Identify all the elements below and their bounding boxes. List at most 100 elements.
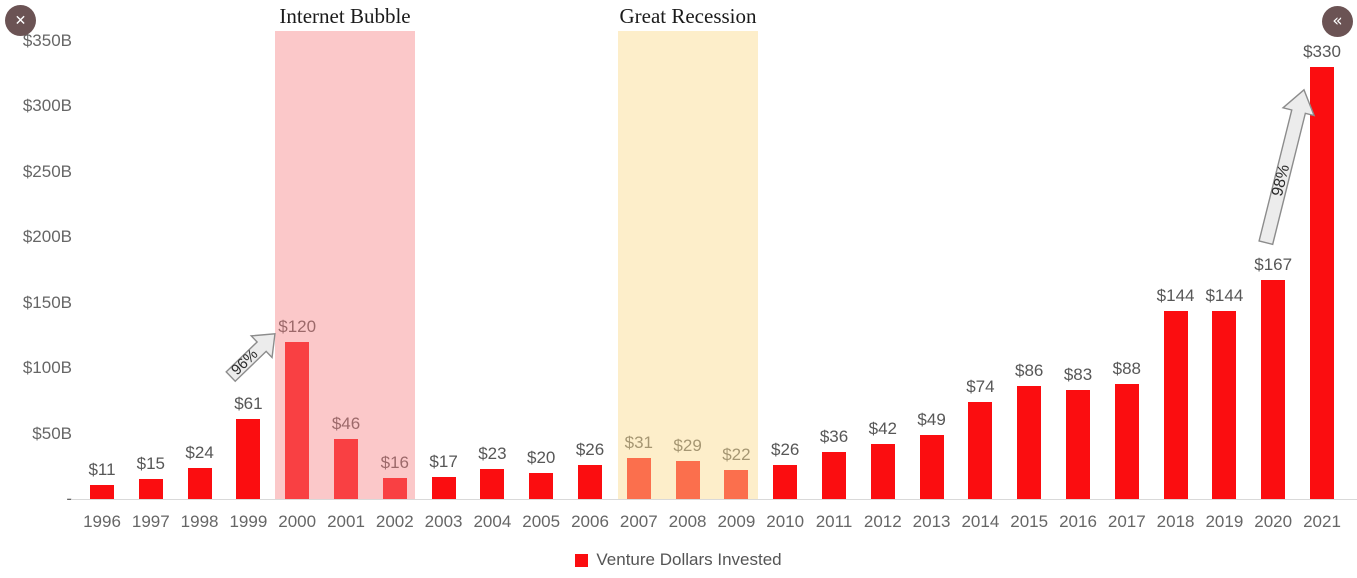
bar-value-label-2021: $330: [1303, 42, 1341, 61]
x-axis-label-2012: 2012: [863, 512, 902, 531]
x-axis-label-2000: 2000: [278, 512, 317, 531]
x-axis-label-2010: 2010: [766, 512, 805, 531]
bar-1999[interactable]: [236, 419, 261, 499]
great-recession-band: [618, 31, 758, 499]
bar-2021[interactable]: [1310, 67, 1334, 499]
growth-96-label: 96%: [228, 346, 261, 379]
x-axis-label-2007: 2007: [619, 512, 658, 531]
bar-value-label-2017: $88: [1112, 359, 1141, 378]
x-axis-label-2019: 2019: [1205, 512, 1244, 531]
bar-2004[interactable]: [480, 469, 505, 499]
y-axis-tick: $350B: [22, 30, 72, 50]
x-axis-label-2005: 2005: [522, 512, 561, 531]
bar-2008[interactable]: [675, 461, 700, 499]
bar-value-label-2007: $31: [624, 433, 653, 452]
x-axis-line: [72, 499, 1357, 500]
bar-value-label-2011: $36: [819, 427, 849, 446]
bar-2020[interactable]: [1261, 280, 1286, 499]
bar-2012[interactable]: [870, 444, 895, 499]
x-axis-label-2020: 2020: [1254, 512, 1293, 531]
bar-2000[interactable]: [285, 342, 310, 499]
bar-2006[interactable]: [578, 465, 602, 499]
bar-value-label-2012: $42: [868, 419, 897, 438]
bar-1997[interactable]: [138, 479, 163, 499]
collapse-button[interactable]: «: [1322, 6, 1353, 37]
bar-value-label-2004: $23: [478, 444, 507, 463]
x-axis-label-2008: 2008: [668, 512, 707, 531]
y-axis-tick: $100B: [22, 358, 72, 378]
bar-2017[interactable]: [1114, 384, 1139, 499]
x-axis-label-1997: 1997: [131, 512, 170, 531]
bar-value-label-2002: $16: [380, 453, 409, 472]
x-axis-label-2018: 2018: [1156, 512, 1195, 531]
bar-2018[interactable]: [1163, 311, 1188, 499]
bar-value-label-1997: $15: [136, 454, 165, 473]
bar-2009[interactable]: [724, 470, 749, 499]
bar-value-label-2005: $20: [527, 448, 556, 467]
bar-2003[interactable]: [431, 477, 456, 499]
growth-98-label: 98%: [1269, 163, 1293, 198]
bar-value-label-1998: $24: [185, 443, 214, 462]
x-axis-label-2015: 2015: [1010, 512, 1049, 531]
bar-value-label-2018: $144: [1156, 286, 1195, 305]
bar-2019[interactable]: [1212, 311, 1237, 499]
bar-value-label-2014: $74: [966, 377, 995, 396]
bar-value-label-2006: $26: [575, 440, 605, 459]
bar-value-label-1996: $11: [88, 460, 116, 479]
bar-value-label-2010: $26: [771, 440, 800, 459]
great-recession-title: Great Recession: [619, 4, 757, 28]
x-axis-label-2013: 2013: [912, 512, 951, 531]
x-axis-label-2004: 2004: [473, 512, 512, 531]
bar-value-label-2003: $17: [429, 452, 458, 471]
x-axis-label-2021: 2021: [1303, 512, 1341, 531]
x-axis-label-2017: 2017: [1107, 512, 1146, 531]
x-axis-label-2001: 2001: [327, 512, 365, 531]
legend-swatch-icon: [575, 553, 589, 567]
bar-1998[interactable]: [187, 468, 212, 499]
x-axis-label-2003: 2003: [424, 512, 463, 531]
y-axis-tick: $300B: [22, 96, 72, 116]
x-axis-label-2006: 2006: [571, 512, 609, 531]
y-axis-tick: $250B: [22, 161, 72, 181]
bar-value-label-2020: $167: [1254, 255, 1293, 274]
y-axis-tick: $200B: [22, 227, 72, 247]
chevron-double-left-icon: «: [1332, 10, 1343, 31]
x-axis-label-1999: 1999: [229, 512, 268, 531]
bar-value-label-1999: $61: [234, 394, 263, 413]
bar-2007[interactable]: [626, 458, 651, 499]
bar-value-label-2009: $22: [722, 445, 751, 464]
bar-2002[interactable]: [382, 478, 407, 499]
bar-2005[interactable]: [529, 473, 554, 499]
x-axis-label-1996: 1996: [83, 512, 121, 531]
x-axis-label-1998: 1998: [180, 512, 219, 531]
y-axis-tick: $150B: [22, 292, 72, 312]
bar-2015[interactable]: [1017, 386, 1042, 499]
close-icon: ✕: [14, 12, 27, 29]
bar-2011[interactable]: [822, 452, 846, 499]
close-button[interactable]: ✕: [5, 5, 36, 36]
x-axis-label-2002: 2002: [375, 512, 414, 531]
y-axis-tick: $50B: [32, 423, 72, 443]
bar-2014[interactable]: [968, 402, 993, 499]
bar-2001[interactable]: [334, 439, 358, 499]
bar-value-label-2013: $49: [917, 410, 946, 429]
bar-value-label-2016: $83: [1063, 365, 1093, 384]
x-axis-label-2009: 2009: [717, 512, 756, 531]
y-axis-tick: -: [66, 489, 72, 508]
bar-2016[interactable]: [1066, 390, 1090, 499]
legend-label: Venture Dollars Invested: [596, 550, 782, 569]
x-axis-label-2011: 2011: [815, 512, 853, 531]
bar-2010[interactable]: [773, 465, 798, 499]
bar-value-label-2001: $46: [331, 414, 361, 433]
bar-value-label-2019: $144: [1205, 286, 1244, 305]
internet-bubble-title: Internet Bubble: [279, 4, 411, 28]
bar-value-label-2015: $86: [1015, 361, 1044, 380]
bar-1996[interactable]: [90, 485, 114, 499]
x-axis-label-2014: 2014: [961, 512, 1000, 531]
x-axis-label-2016: 2016: [1059, 512, 1097, 531]
bar-value-label-2008: $29: [673, 436, 702, 455]
bar-value-label-2000: $120: [278, 317, 317, 336]
bar-2013[interactable]: [919, 435, 944, 499]
legend-item-venture-dollars[interactable]: Venture Dollars Invested: [0, 548, 1357, 572]
